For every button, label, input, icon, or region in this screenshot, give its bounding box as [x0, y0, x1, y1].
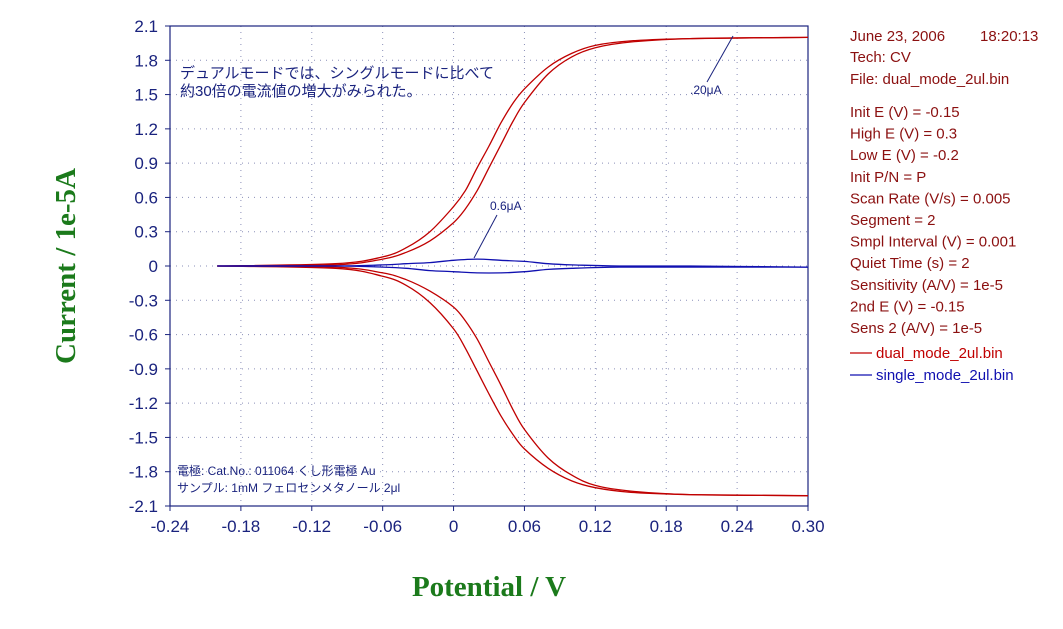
info-param: Low E (V) = -0.2 — [850, 147, 959, 164]
annotation-electrode: 電極: Cat.No.: 011064 くし形電極 Au — [177, 463, 376, 478]
annotation-20uA-pointer — [706, 35, 734, 83]
x-axis: -0.24 -0.18 -0.12 -0.06 0 0.06 0.12 0.18 0.24 0.3… — [151, 506, 825, 536]
info-param: 2nd E (V) = -0.15 — [850, 298, 965, 315]
y-tick-label: 0 — [149, 257, 158, 276]
y-tick-label: -2.1 — [129, 497, 158, 516]
legend-label: single_mode_2ul.bin — [876, 367, 1014, 384]
y-tick-label: 1.2 — [134, 120, 158, 139]
x-tick-label: -0.06 — [363, 517, 402, 536]
info-tech: Tech: CV — [850, 49, 911, 66]
x-tick-label: -0.12 — [292, 517, 331, 536]
info-param: Quiet Time (s) = 2 — [850, 255, 970, 272]
y-tick-label: -1.8 — [129, 463, 158, 482]
y-tick-label: 2.1 — [134, 17, 158, 36]
info-param: Sens 2 (A/V) = 1e-5 — [850, 320, 982, 337]
y-tick-label: -1.5 — [129, 428, 158, 447]
info-param: High E (V) = 0.3 — [850, 126, 957, 143]
series-line-dual-mode-2ul-bin-collector-forward — [217, 265, 809, 497]
x-tick-label: 0.30 — [791, 517, 824, 536]
info-date: June 23, 2006 — [850, 28, 945, 45]
series-line-single-mode-2ul-bin-forward — [217, 258, 809, 268]
series-line-single-mode-2ul-bin-reverse — [217, 265, 808, 274]
y-tick-label: -1.2 — [129, 394, 158, 413]
y-tick-label: -0.6 — [129, 326, 158, 345]
info-param: Smpl Interval (V) = 0.001 — [850, 234, 1016, 251]
series-group — [217, 36, 809, 497]
legend-label: dual_mode_2ul.bin — [876, 345, 1003, 362]
info-param: Init P/N = P — [850, 169, 926, 186]
y-axis-title: Current / 1e-5A — [50, 168, 82, 364]
info-params: Init E (V) = -0.15 High E (V) = 0.3 Low E … — [850, 104, 1016, 337]
info-param: Segment = 2 — [850, 212, 935, 229]
x-tick-label: 0.06 — [508, 517, 541, 536]
x-tick-label: 0.24 — [721, 517, 754, 536]
x-tick-label: 0 — [449, 517, 458, 536]
x-axis-title: Potential / V — [412, 571, 566, 603]
y-tick-label: 0.3 — [134, 223, 158, 242]
series-line-dual-mode-2ul-bin-collector-reverse — [217, 265, 809, 497]
info-file: File: dual_mode_2ul.bin — [850, 71, 1009, 88]
legend: dual_mode_2ul.bin single_mode_2ul.bin — [850, 345, 1014, 384]
annotation-06uA: 0.6μA — [490, 199, 522, 213]
annotation-sample: サンプル: 1mM フェロセンメタノール 2μl — [177, 481, 400, 495]
info-time: 18:20:13 — [980, 28, 1038, 45]
annotation-jp-line2: 約30倍の電流値の増大がみられた。 — [180, 83, 422, 100]
y-tick-label: 1.8 — [134, 51, 158, 70]
series-line-dual-mode-2ul-bin-forward — [217, 36, 809, 267]
y-tick-label: 1.5 — [134, 86, 158, 105]
y-axis: 2.1 1.8 1.5 1.2 0.9 0.6 0.3 0 -0.3 -0.6 -0.9 -1.2 -1… — [129, 17, 170, 516]
series-line-dual-mode-2ul-bin-reverse — [217, 36, 809, 267]
y-tick-label: 0.9 — [134, 154, 158, 173]
y-tick-label: -0.3 — [129, 291, 158, 310]
info-panel: June 23, 2006 18:20:13 Tech: CV File: du… — [850, 28, 1038, 337]
y-tick-label: 0.6 — [134, 188, 158, 207]
annotation-20uA: .20μA — [690, 83, 722, 97]
info-param: Scan Rate (V/s) = 0.005 — [850, 190, 1011, 207]
info-param: Sensitivity (A/V) = 1e-5 — [850, 277, 1003, 294]
annotation-jp-line1: デュアルモードでは、シングルモードに比べて — [180, 64, 494, 82]
x-tick-label: -0.24 — [151, 517, 190, 536]
y-tick-label: -0.9 — [129, 360, 158, 379]
x-tick-label: -0.18 — [222, 517, 261, 536]
annotation-06uA-pointer — [473, 214, 498, 259]
x-tick-label: 0.18 — [650, 517, 683, 536]
x-tick-label: 0.12 — [579, 517, 612, 536]
info-param: Init E (V) = -0.15 — [850, 104, 960, 121]
